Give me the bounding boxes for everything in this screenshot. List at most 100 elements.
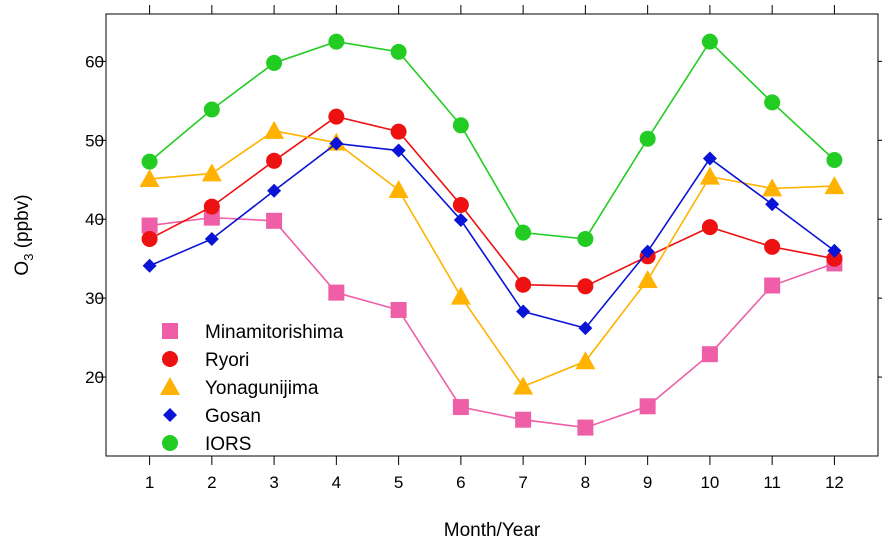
data-point	[764, 238, 781, 255]
data-point	[201, 163, 222, 182]
series-iors	[141, 33, 843, 247]
data-point	[390, 43, 407, 60]
y-tick-label: 30	[85, 289, 104, 308]
data-point	[203, 209, 220, 226]
data-point	[141, 217, 158, 234]
data-point	[328, 284, 345, 301]
x-tick-label: 10	[700, 473, 719, 492]
data-point	[141, 153, 158, 170]
data-point	[264, 120, 285, 139]
y-axis-title: O3 (ppbv)	[12, 194, 36, 275]
series-line	[149, 216, 835, 429]
legend-item: Yonagunijima	[160, 377, 319, 399]
plot-frame	[105, 13, 879, 457]
series-gosan	[142, 136, 842, 336]
data-point	[826, 250, 843, 267]
x-tick-label: 6	[456, 473, 465, 492]
data-point	[639, 130, 656, 147]
x-tick-label: 4	[332, 473, 341, 492]
legend-label: Gosan	[205, 406, 261, 427]
data-point	[701, 219, 718, 236]
legend-item: Minamitorishima	[162, 322, 344, 343]
data-point	[637, 269, 658, 288]
x-tick-label: 8	[581, 473, 590, 492]
x-tick-label: 1	[145, 473, 154, 492]
y-tick-label: 60	[85, 52, 104, 71]
data-point	[577, 230, 594, 247]
x-tick-label: 5	[394, 473, 403, 492]
y-tick-label: 50	[85, 131, 104, 150]
data-point	[266, 54, 283, 71]
data-point	[139, 168, 160, 187]
series-line	[149, 129, 835, 388]
legend-item: Gosan	[163, 406, 261, 427]
x-tick-label: 7	[518, 473, 527, 492]
data-point	[765, 197, 780, 212]
data-point	[827, 243, 842, 258]
y-axis-title-main: O	[12, 261, 33, 276]
axis-ticks	[97, 5, 882, 465]
data-point	[452, 117, 469, 134]
data-point	[267, 183, 282, 198]
data-point	[203, 198, 220, 215]
data-point	[515, 411, 532, 428]
series-yonagunijima	[139, 120, 845, 395]
data-point	[328, 108, 345, 125]
y-tick-label: 40	[85, 210, 104, 229]
data-point	[328, 33, 345, 50]
series-line	[149, 115, 835, 288]
data-point	[452, 197, 469, 214]
x-tick-label: 9	[643, 473, 652, 492]
data-point	[640, 244, 655, 259]
data-point	[142, 258, 157, 273]
legend-marker	[160, 377, 180, 395]
data-point	[513, 376, 534, 395]
data-point	[578, 321, 593, 336]
data-point	[329, 136, 344, 151]
x-tick-label: 2	[207, 473, 216, 492]
data-point	[699, 166, 720, 185]
series-group	[139, 33, 845, 436]
series-line	[149, 142, 835, 330]
data-point	[639, 398, 656, 415]
data-point	[826, 152, 843, 169]
data-point	[391, 143, 406, 158]
data-point	[388, 180, 409, 199]
data-point	[515, 276, 532, 293]
data-point	[701, 346, 718, 363]
data-point	[575, 351, 596, 370]
legend-label: Ryori	[205, 350, 249, 371]
data-point	[764, 94, 781, 111]
data-point	[203, 101, 220, 118]
data-point	[701, 33, 718, 50]
data-point	[577, 278, 594, 295]
legend-label: Minamitorishima	[205, 322, 344, 343]
data-point	[516, 304, 531, 319]
data-point	[266, 152, 283, 169]
data-point	[515, 224, 532, 241]
series-line	[149, 40, 835, 240]
data-point	[204, 231, 219, 246]
legend-marker	[162, 435, 178, 451]
legend-marker	[162, 323, 178, 339]
y-axis-title-unit: (ppbv)	[12, 194, 33, 253]
legend-marker	[162, 351, 178, 367]
y-tick-label: 20	[85, 368, 104, 387]
y-axis-title-subscript: 3	[21, 254, 36, 261]
data-point	[390, 301, 407, 318]
data-point	[762, 178, 783, 197]
data-point	[764, 277, 781, 294]
x-tick-label: 12	[825, 473, 844, 492]
data-point	[824, 176, 845, 195]
data-point	[577, 419, 594, 436]
data-point	[453, 213, 468, 228]
data-point	[450, 286, 471, 305]
data-point	[452, 399, 469, 416]
x-axis-title: Month/Year	[444, 520, 541, 541]
data-point	[390, 123, 407, 140]
data-point	[702, 151, 717, 166]
legend-label: IORS	[205, 434, 251, 455]
x-tick-label: 3	[269, 473, 278, 492]
data-point	[266, 212, 283, 229]
